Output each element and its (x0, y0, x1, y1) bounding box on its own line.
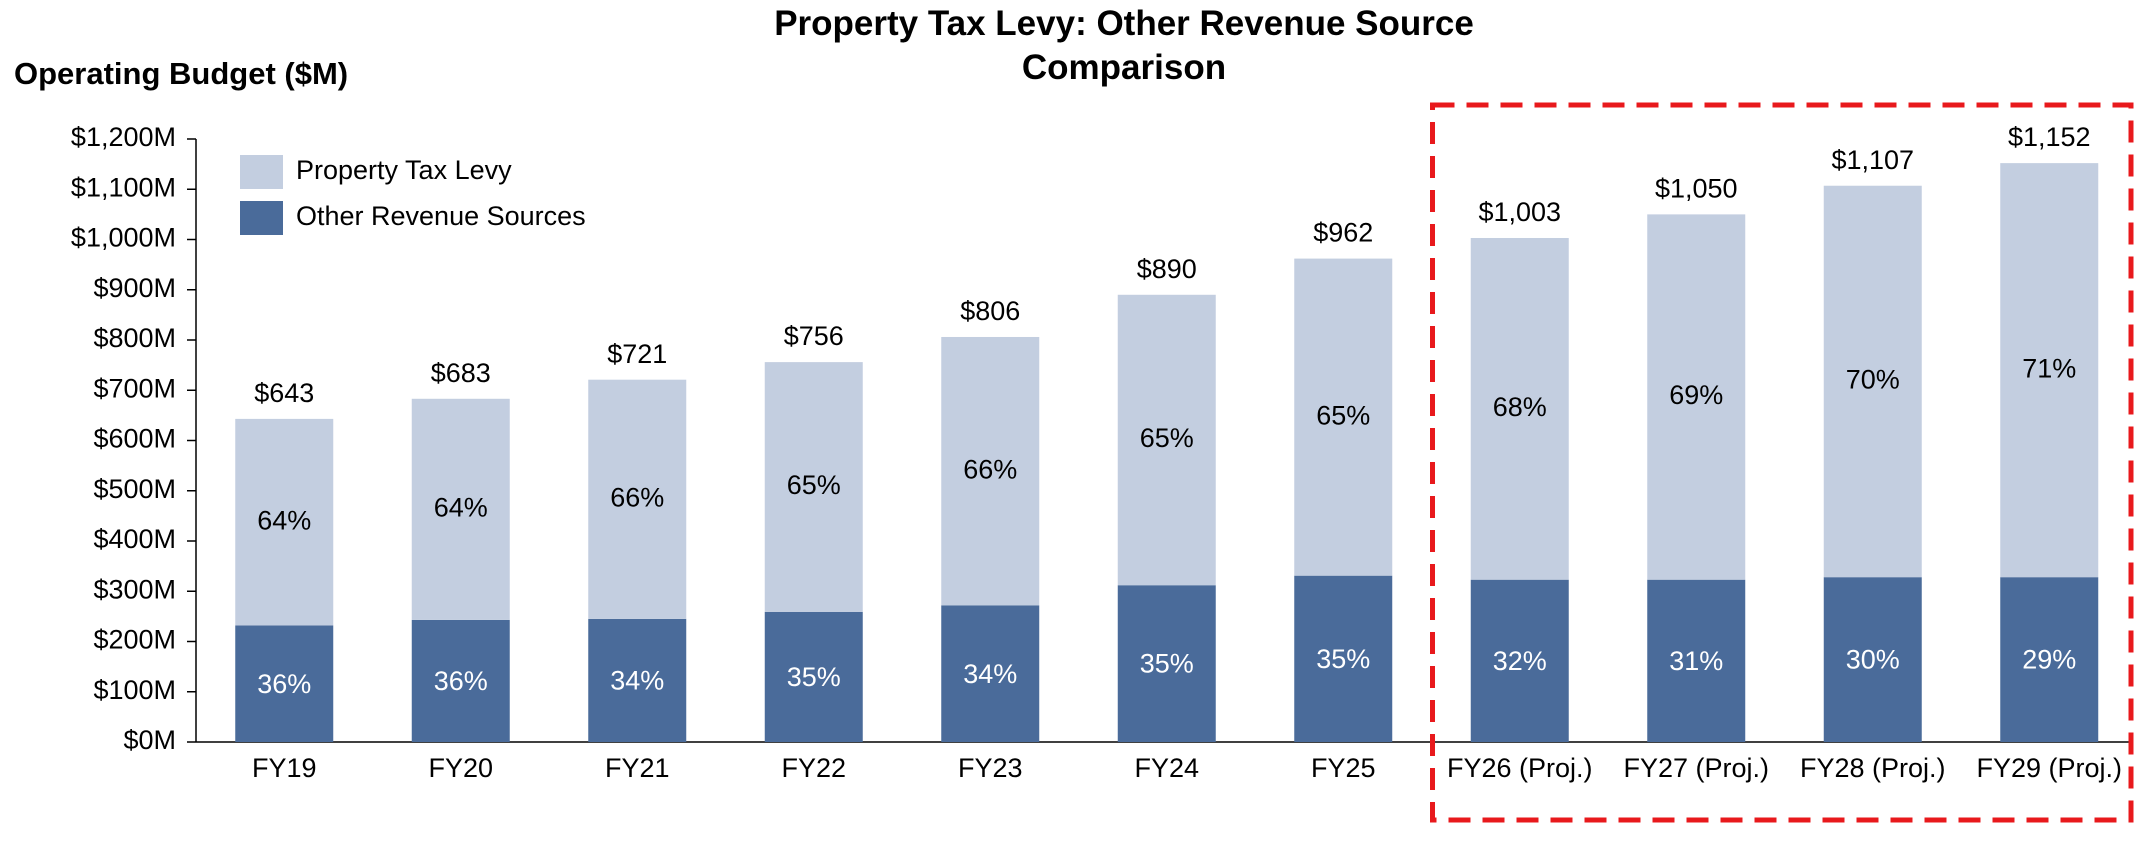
share-label: 71% (2022, 353, 2076, 383)
share-label: 64% (434, 492, 488, 522)
x-tick-label: FY26 (Proj.) (1447, 753, 1593, 783)
bar-segment (941, 336, 1040, 606)
bar-segment (764, 611, 863, 742)
x-tick-label: FY29 (Proj.) (1976, 753, 2122, 783)
y-tick-label: $300M (93, 574, 176, 604)
legend-label: Other Revenue Sources (296, 201, 586, 231)
share-label: 65% (1316, 400, 1370, 430)
share-label: 35% (1316, 644, 1370, 674)
bar-segment (1647, 579, 1746, 742)
bar-segment (764, 362, 863, 612)
bar-segment (941, 605, 1040, 742)
bar-segment (2000, 577, 2099, 742)
share-label: 69% (1669, 380, 1723, 410)
total-label: $721 (607, 339, 667, 369)
total-label: $1,050 (1655, 174, 1738, 204)
legend-label: Property Tax Levy (296, 155, 512, 185)
bar-segment (1823, 185, 1922, 578)
bar-segment (1294, 575, 1393, 742)
x-tick-label: FY23 (958, 753, 1023, 783)
bar-segment (1470, 579, 1569, 742)
bar-segment (1294, 258, 1393, 576)
y-tick-label: $200M (93, 625, 176, 655)
share-label: 35% (787, 662, 841, 692)
share-label: 64% (257, 505, 311, 535)
total-label: $890 (1137, 254, 1197, 284)
bar-segment (588, 618, 687, 742)
y-tick-label: $0M (123, 725, 176, 755)
x-tick-label: FY22 (781, 753, 846, 783)
share-label: 66% (610, 482, 664, 512)
share-label: 65% (1140, 423, 1194, 453)
total-label: $683 (431, 358, 491, 388)
x-tick-label: FY27 (Proj.) (1623, 753, 1769, 783)
share-label: 68% (1493, 392, 1547, 422)
y-tick-label: $1,100M (71, 172, 176, 202)
bar-segment (1117, 585, 1216, 742)
x-tick-label: FY21 (605, 753, 670, 783)
total-label: $756 (784, 321, 844, 351)
x-tick-label: FY24 (1134, 753, 1199, 783)
y-tick-label: $700M (93, 373, 176, 403)
y-axis-title: Operating Budget ($M) (14, 56, 349, 91)
share-label: 36% (434, 666, 488, 696)
share-label: 32% (1493, 646, 1547, 676)
share-label: 29% (2022, 645, 2076, 675)
y-tick-label: $600M (93, 424, 176, 454)
total-label: $1,003 (1478, 197, 1561, 227)
y-tick-label: $800M (93, 323, 176, 353)
total-label: $962 (1313, 218, 1373, 248)
bar-segment (1647, 214, 1746, 580)
bar-segment (2000, 163, 2099, 578)
y-tick-label: $1,000M (71, 223, 176, 253)
y-tick-label: $400M (93, 524, 176, 554)
bar-segment (235, 418, 334, 626)
bar-segment (1823, 577, 1922, 742)
y-tick-label: $500M (93, 474, 176, 504)
share-label: 34% (963, 659, 1017, 689)
x-tick-label: FY19 (252, 753, 317, 783)
share-label: 66% (963, 454, 1017, 484)
legend-swatch (240, 201, 283, 235)
share-label: 65% (787, 470, 841, 500)
projection-highlight (1430, 102, 2134, 823)
bar-segment (411, 398, 510, 620)
bar-segment (588, 379, 687, 619)
y-tick-label: $900M (93, 273, 176, 303)
total-label: $1,107 (1831, 145, 1914, 175)
bar-segment (1470, 237, 1569, 580)
chart-title: Property Tax Levy: Other Revenue Source … (774, 4, 1474, 87)
share-label: 30% (1846, 645, 1900, 675)
y-tick-label: $100M (93, 675, 176, 705)
share-label: 34% (610, 666, 664, 696)
total-label: $643 (254, 378, 314, 408)
total-label: $806 (960, 296, 1020, 326)
x-tick-label: FY28 (Proj.) (1800, 753, 1946, 783)
share-label: 31% (1669, 646, 1723, 676)
x-tick-label: FY25 (1311, 753, 1376, 783)
total-label: $1,152 (2008, 122, 2091, 152)
legend-swatch (240, 155, 283, 189)
x-tick-label: FY20 (428, 753, 493, 783)
bar-segment (1117, 294, 1216, 586)
share-label: 36% (257, 669, 311, 699)
y-tick-label: $1,200M (71, 122, 176, 152)
share-label: 70% (1846, 365, 1900, 395)
bar-segment (411, 619, 510, 742)
bar-segment (235, 625, 334, 742)
share-label: 35% (1140, 649, 1194, 679)
